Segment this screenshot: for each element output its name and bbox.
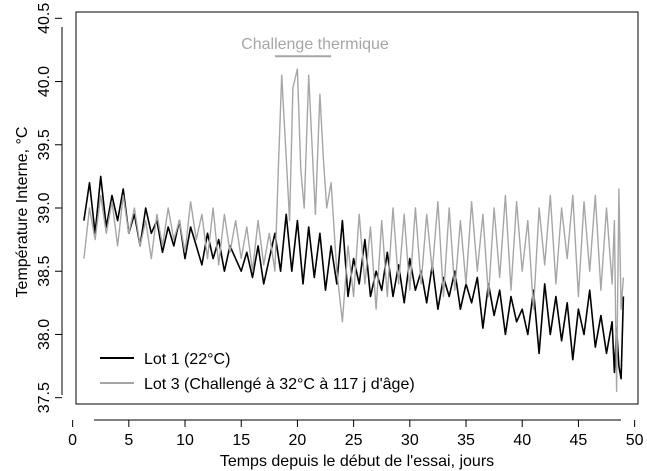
x-tick-label: 15 [232,432,250,449]
x-tick-label: 30 [401,432,419,449]
x-axis-label: Temps depuis le début de l'essai, jours [220,453,494,470]
series-line-2 [83,68,625,393]
x-tick-label: 5 [124,432,133,449]
y-tick-label: 38.5 [36,256,53,287]
series-line-1 [83,175,625,380]
y-tick-label: 39.5 [36,129,53,160]
series-layer [83,68,625,393]
y-ticks: 37.5 38.0 38.5 39.0 39.5 40.0 40.5 [36,3,62,413]
x-tick-label: 0 [68,432,77,449]
x-tick-label: 40 [513,432,531,449]
x-tick-label: 45 [570,432,588,449]
y-tick-label: 38.0 [36,319,53,350]
x-tick-label: 50 [626,432,644,449]
y-tick-label: 40.0 [36,66,53,97]
y-tick-label: 40.5 [36,3,53,34]
plot-frame [75,11,639,405]
x-tick-label: 25 [345,432,363,449]
x-tick-label: 35 [457,432,475,449]
annotation-label: Challenge thermique [241,36,389,53]
legend: Lot 1 (22°C) Lot 3 (Challengé à 32°C à 1… [100,351,415,393]
x-tick-label: 20 [289,432,307,449]
x-ticks: 0 5 10 15 20 25 30 35 40 45 50 [68,420,644,449]
y-tick-label: 39.0 [36,192,53,223]
y-axis-label: Température Interne, °C [14,127,31,298]
legend-label-lot3: Lot 3 (Challengé à 32°C à 117 j d'âge) [144,376,415,393]
legend-label-lot1: Lot 1 (22°C) [144,351,230,368]
y-tick-label: 37.5 [36,382,53,413]
x-tick-label: 10 [176,432,194,449]
